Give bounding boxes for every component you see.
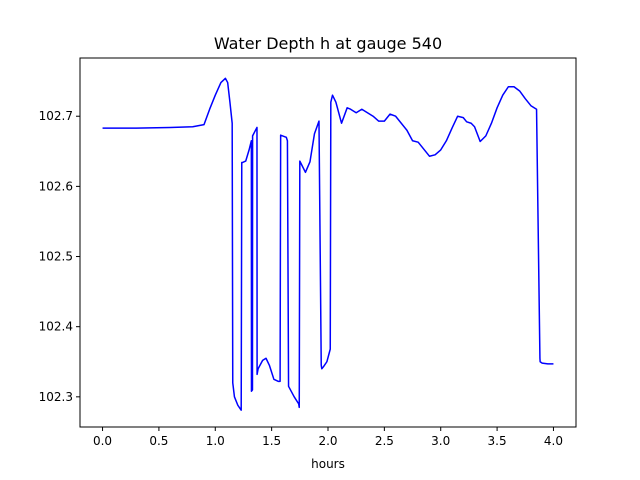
x-tick-label: 2.0 (318, 434, 337, 448)
x-tick-label: 2.5 (375, 434, 394, 448)
x-tick-label: 4.0 (544, 434, 563, 448)
x-tick-label: 0.5 (149, 434, 168, 448)
y-tick-label: 102.4 (39, 320, 73, 334)
x-tick-label: 3.0 (431, 434, 450, 448)
x-tick-label: 3.5 (488, 434, 507, 448)
x-axis-label: hours (311, 457, 345, 471)
x-tick-label: 1.0 (206, 434, 225, 448)
series-line-0 (102, 77, 554, 411)
x-tick-label: 0.0 (93, 434, 112, 448)
x-tick-label: 1.5 (262, 434, 281, 448)
y-tick-label: 102.6 (39, 179, 73, 193)
y-tick-label: 102.3 (39, 390, 73, 404)
y-tick-label: 102.5 (39, 250, 73, 264)
plot-area: 0.0 0.5 1.0 1.5 2.0 2.5 3.0 3.5 4.0 102.3 102.4 102… (39, 57, 577, 448)
y-tick-label: 102.7 (39, 109, 73, 123)
chart-title: Water Depth h at gauge 540 (214, 34, 442, 53)
